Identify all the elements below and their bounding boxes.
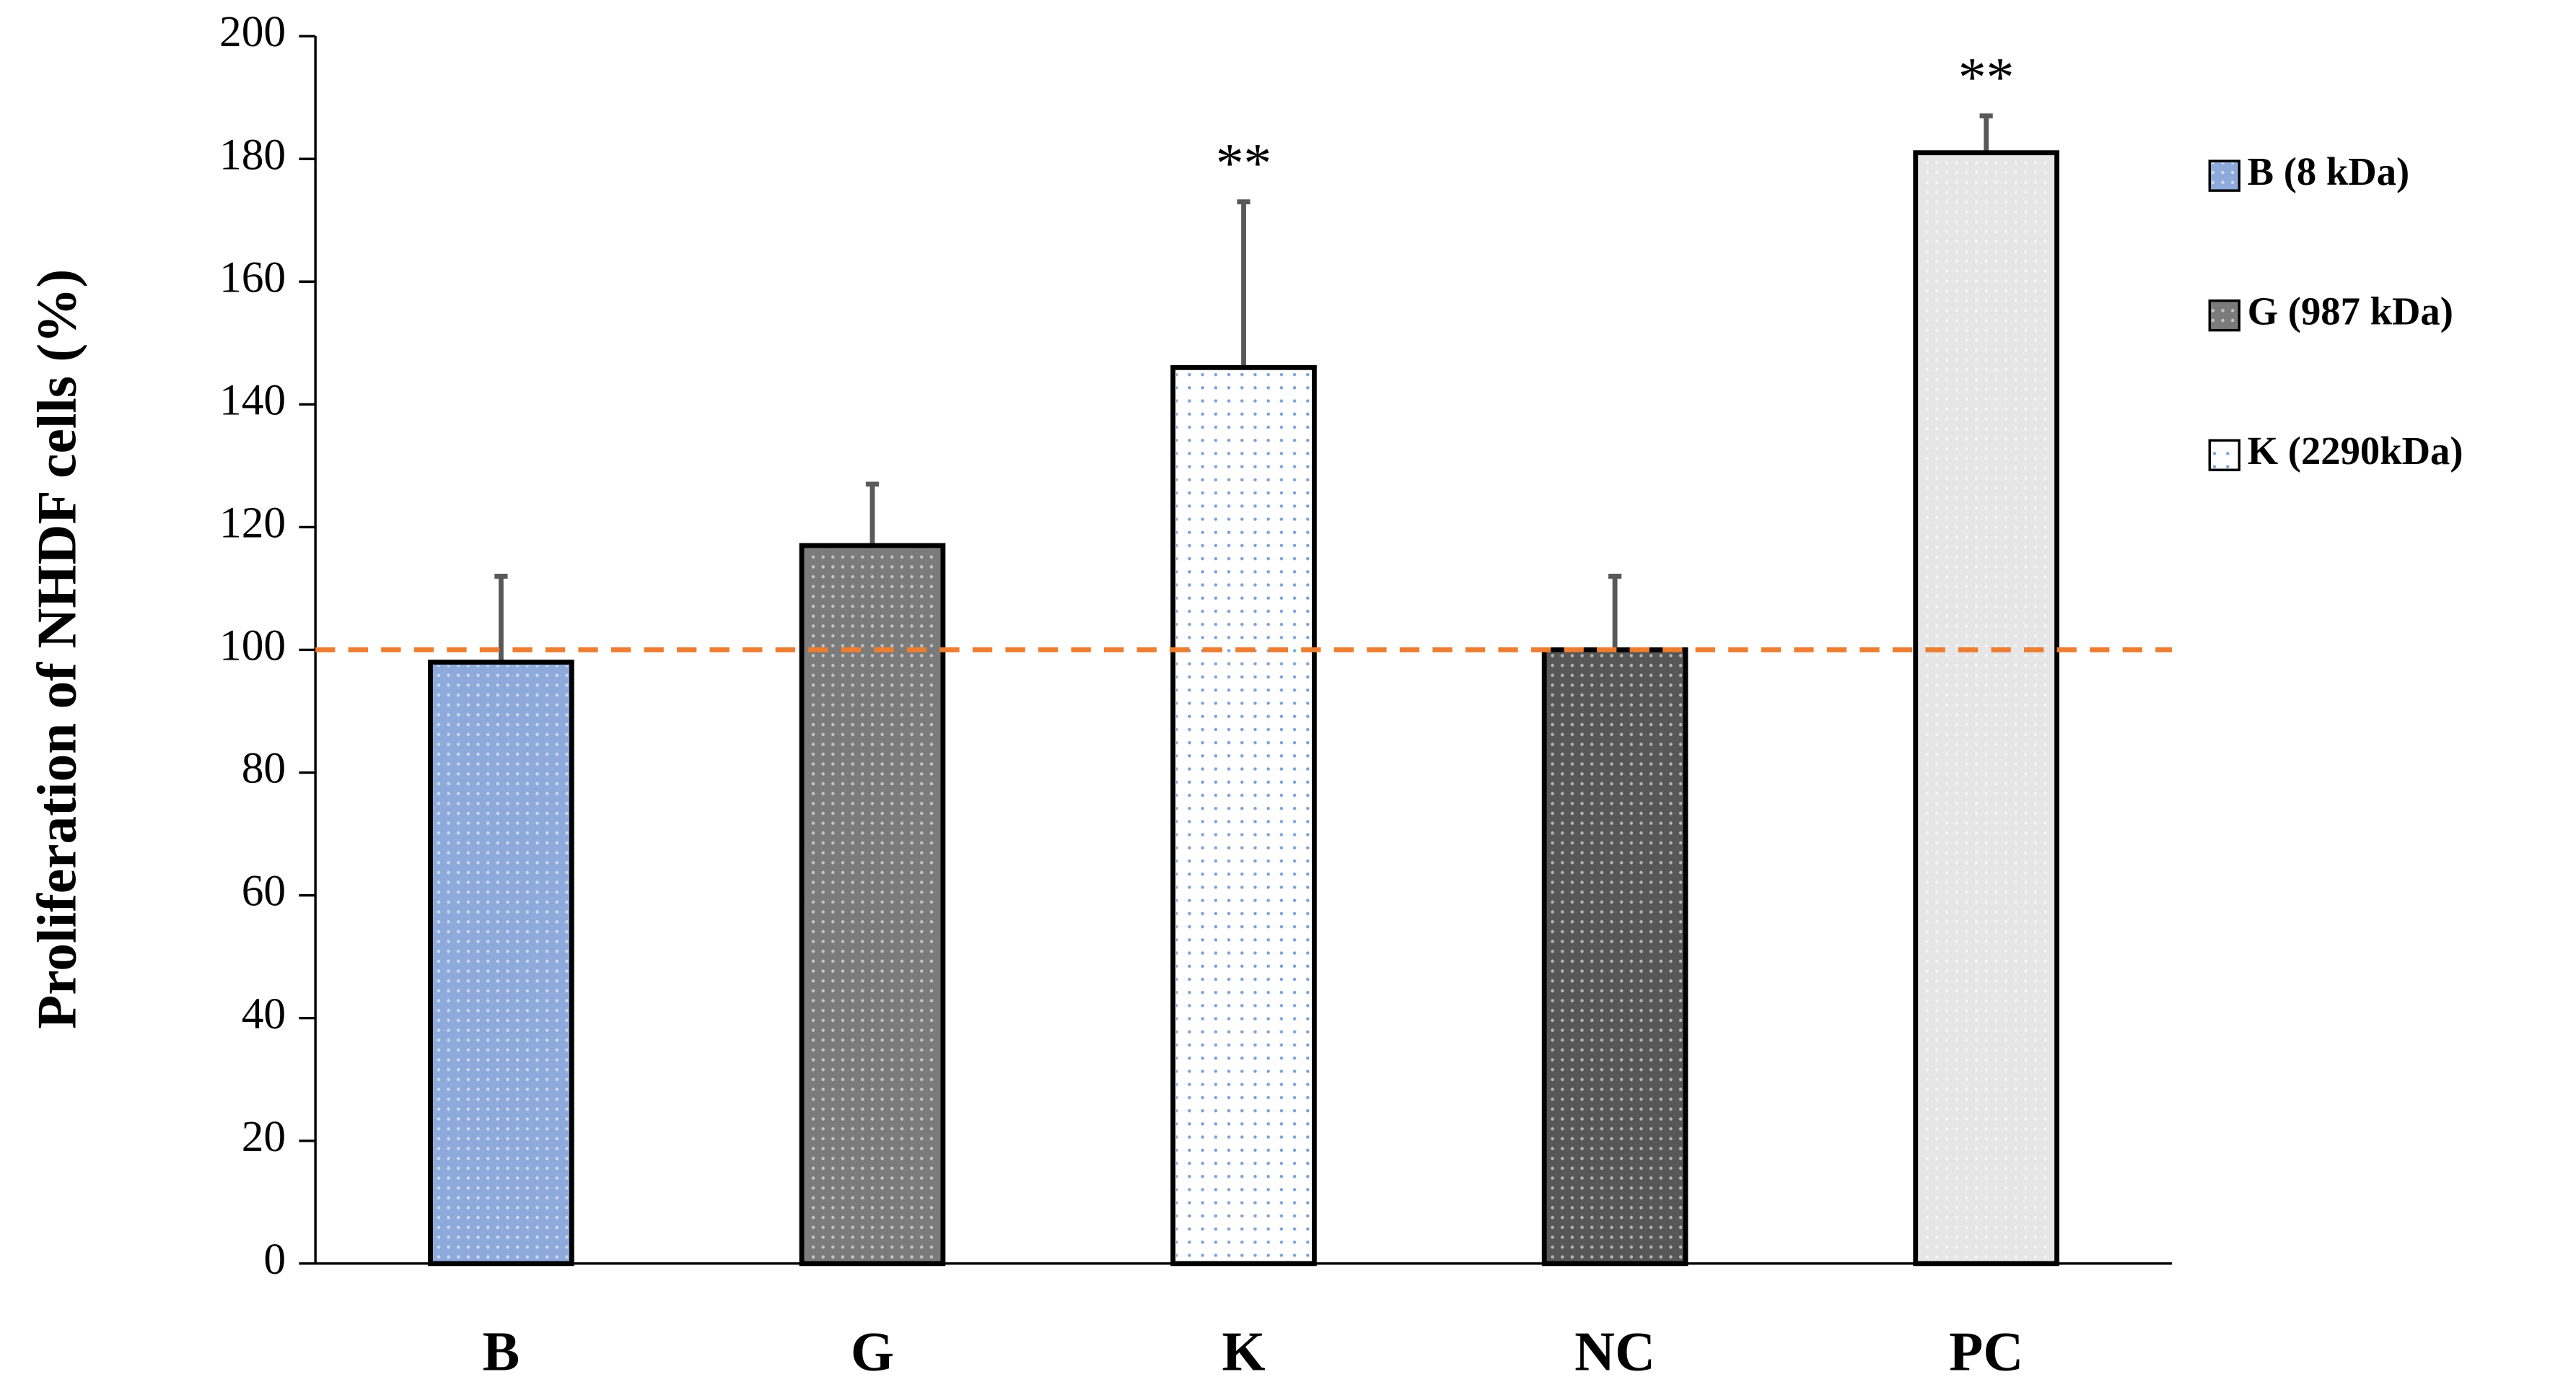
legend-swatch-pattern <box>2211 162 2238 189</box>
annotation: ** <box>1216 132 1271 194</box>
y-tick-label: 140 <box>219 375 286 424</box>
legend-swatch-pattern <box>2211 442 2238 468</box>
legend-swatch-pattern <box>2211 302 2238 329</box>
y-tick-label: 120 <box>219 499 286 548</box>
y-tick-label: 20 <box>242 1112 286 1161</box>
y-axis-label: Proliferation of NHDF cells (%) <box>25 269 87 1029</box>
x-tick-label: G <box>851 1320 894 1382</box>
annotation: ** <box>1958 46 2014 108</box>
legend-label: G (987 kDa) <box>2248 289 2453 333</box>
y-tick-label: 200 <box>219 7 286 56</box>
y-tick-label: 100 <box>219 621 286 670</box>
bar <box>1913 150 2059 1267</box>
x-tick-label: K <box>1222 1320 1265 1382</box>
bar <box>1170 364 1317 1267</box>
legend-label: B (8 kDa) <box>2248 149 2410 193</box>
x-tick-label: NC <box>1574 1320 1655 1382</box>
x-tick-label: B <box>483 1320 520 1382</box>
y-tick-label: 160 <box>219 253 286 302</box>
legend-label: K (2290kDa) <box>2248 429 2463 473</box>
bar <box>1541 647 1688 1267</box>
bar <box>428 660 574 1267</box>
y-tick-label: 80 <box>242 744 286 793</box>
bar <box>799 543 946 1267</box>
y-tick-label: 40 <box>242 989 286 1038</box>
x-tick-label: PC <box>1949 1320 2023 1382</box>
y-tick-label: 60 <box>242 867 286 916</box>
y-tick-label: 0 <box>263 1235 286 1284</box>
y-tick-label: 180 <box>219 130 286 179</box>
